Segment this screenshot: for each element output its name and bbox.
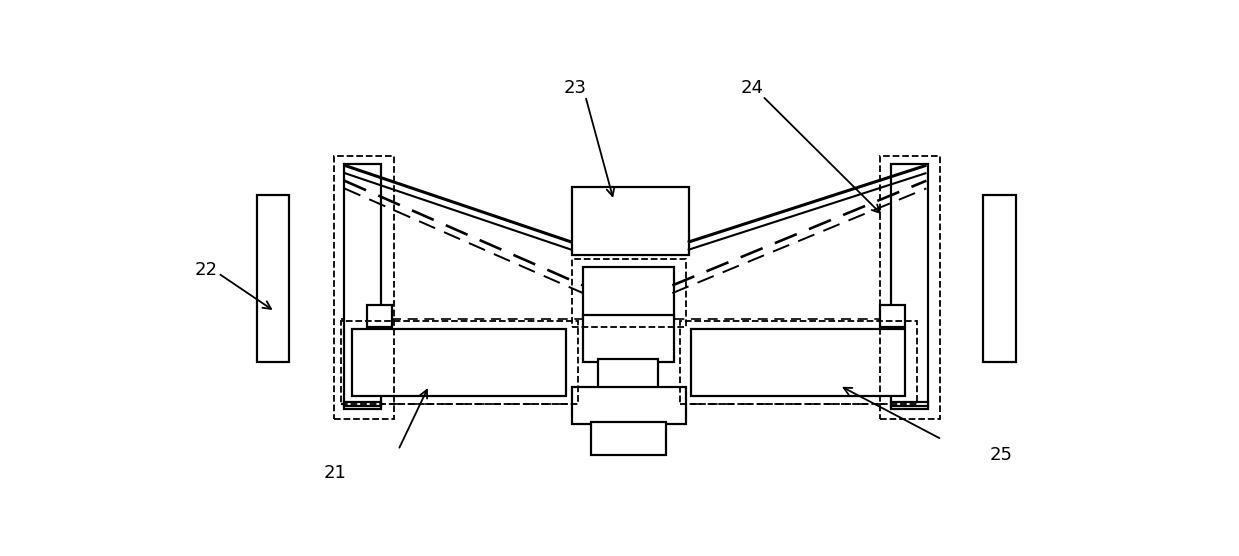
Bar: [591, 423, 667, 455]
Bar: [368, 305, 392, 327]
Bar: [352, 329, 566, 396]
Bar: [572, 259, 686, 327]
Bar: [584, 315, 674, 363]
Bar: [344, 163, 382, 409]
Text: 21: 21: [323, 464, 347, 482]
Bar: [880, 156, 940, 419]
Bar: [891, 163, 928, 409]
Text: 24: 24: [741, 80, 764, 97]
Bar: [880, 305, 904, 327]
Bar: [572, 387, 686, 424]
Text: 23: 23: [564, 80, 587, 97]
Bar: [333, 156, 394, 419]
Bar: [584, 267, 674, 319]
Bar: [256, 195, 289, 363]
Bar: [341, 321, 579, 404]
Bar: [572, 187, 689, 255]
Bar: [984, 195, 1016, 363]
Bar: [598, 359, 658, 389]
Bar: [691, 329, 904, 396]
Text: 22: 22: [195, 261, 217, 279]
Text: 25: 25: [990, 446, 1012, 464]
Bar: [680, 321, 917, 404]
